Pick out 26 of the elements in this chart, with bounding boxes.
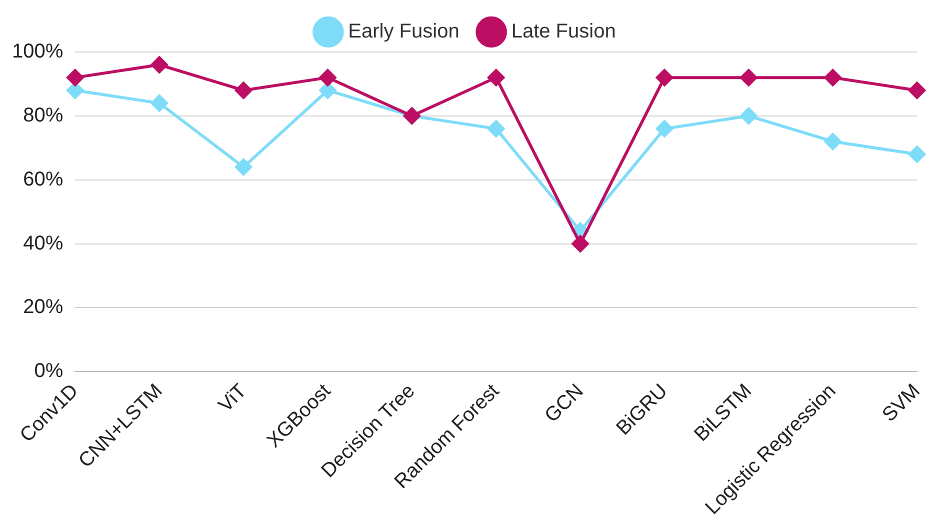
point xyxy=(824,132,842,150)
point xyxy=(656,120,673,138)
point xyxy=(488,120,505,138)
legend-label: Early Fusion xyxy=(348,20,460,43)
y-tick-label: 100% xyxy=(12,40,64,63)
point xyxy=(656,69,673,86)
point xyxy=(235,158,252,176)
y-tick-label: 40% xyxy=(23,232,64,254)
point xyxy=(488,69,505,86)
point xyxy=(740,107,758,124)
point xyxy=(824,69,842,86)
point xyxy=(740,69,758,86)
point xyxy=(150,56,168,74)
point xyxy=(150,94,168,112)
y-tick-label: 60% xyxy=(23,168,64,190)
y-tick-label: 80% xyxy=(23,104,64,126)
y-tick-label: 20% xyxy=(23,296,64,318)
x-tick-label: ViT xyxy=(214,380,251,416)
point xyxy=(908,146,926,163)
point xyxy=(572,235,589,252)
y-tick-label: 0% xyxy=(34,360,64,382)
legend-label: Late Fusion xyxy=(511,20,616,43)
point xyxy=(319,69,336,86)
point xyxy=(235,82,252,99)
point xyxy=(908,82,926,99)
point xyxy=(66,69,84,86)
